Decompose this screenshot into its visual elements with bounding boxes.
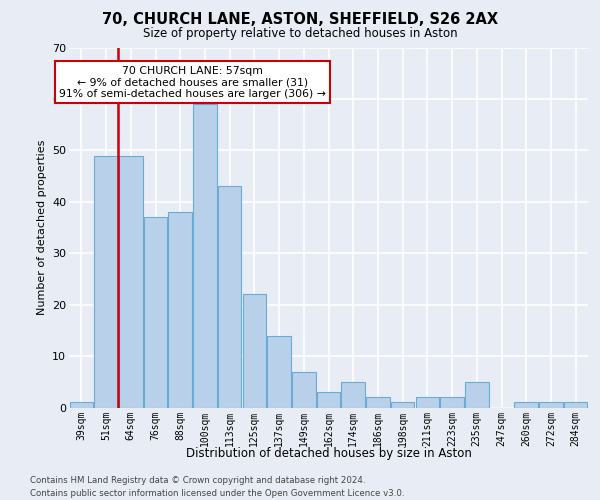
Text: Distribution of detached houses by size in Aston: Distribution of detached houses by size … bbox=[186, 448, 472, 460]
Bar bbox=[341, 382, 365, 407]
Bar bbox=[242, 294, 266, 408]
Bar bbox=[564, 402, 587, 407]
Bar bbox=[391, 402, 415, 407]
Bar bbox=[366, 397, 389, 407]
Text: 70, CHURCH LANE, ASTON, SHEFFIELD, S26 2AX: 70, CHURCH LANE, ASTON, SHEFFIELD, S26 2… bbox=[102, 12, 498, 28]
Bar bbox=[268, 336, 291, 407]
Bar bbox=[539, 402, 563, 407]
Bar bbox=[119, 156, 143, 408]
Text: Contains public sector information licensed under the Open Government Licence v3: Contains public sector information licen… bbox=[30, 489, 404, 498]
Bar bbox=[440, 397, 464, 407]
Bar bbox=[144, 217, 167, 408]
Bar bbox=[218, 186, 241, 408]
Bar bbox=[292, 372, 316, 408]
Bar bbox=[514, 402, 538, 407]
Bar bbox=[94, 156, 118, 408]
Bar bbox=[317, 392, 340, 407]
Bar bbox=[193, 104, 217, 408]
Text: Size of property relative to detached houses in Aston: Size of property relative to detached ho… bbox=[143, 28, 457, 40]
Bar bbox=[169, 212, 192, 408]
Y-axis label: Number of detached properties: Number of detached properties bbox=[37, 140, 47, 315]
Text: Contains HM Land Registry data © Crown copyright and database right 2024.: Contains HM Land Registry data © Crown c… bbox=[30, 476, 365, 485]
Bar bbox=[416, 397, 439, 407]
Bar bbox=[465, 382, 488, 407]
Text: 70 CHURCH LANE: 57sqm
← 9% of detached houses are smaller (31)
91% of semi-detac: 70 CHURCH LANE: 57sqm ← 9% of detached h… bbox=[59, 66, 326, 98]
Bar bbox=[70, 402, 93, 407]
